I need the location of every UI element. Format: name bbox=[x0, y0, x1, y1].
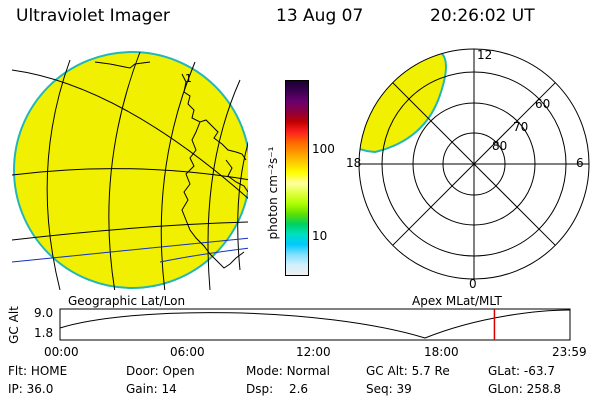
status-gain: Gain: 14 bbox=[126, 382, 177, 396]
altitude-xtick-1: 06:00 bbox=[170, 345, 205, 359]
altitude-xtick-2: 12:00 bbox=[296, 345, 331, 359]
status-mode-value: Normal bbox=[286, 364, 330, 378]
latitude-line-blue bbox=[11, 237, 248, 263]
mlt-label-18: 18 bbox=[346, 156, 362, 170]
status-gcalt-value: 5.7 Re bbox=[411, 364, 450, 378]
status-seq: Seq: 39 bbox=[366, 382, 412, 396]
coastline bbox=[181, 121, 245, 269]
altitude-ylabel: GC Alt bbox=[7, 306, 21, 344]
mlt-label-12: 12 bbox=[477, 48, 493, 62]
status-door-value: Open bbox=[162, 364, 195, 378]
image-time: 20:26:02 UT bbox=[430, 6, 535, 26]
geographic-caption: Geographic Lat/Lon bbox=[68, 294, 186, 308]
status-flt: Flt: HOME bbox=[8, 364, 68, 378]
meridian-line bbox=[237, 141, 248, 271]
meridian-line bbox=[46, 59, 71, 290]
altitude-plot-frame bbox=[59, 308, 571, 341]
status-seq-value: 39 bbox=[396, 382, 412, 396]
status-ip-value: 36.0 bbox=[26, 382, 54, 396]
colorbar-tick-10: 10 bbox=[312, 229, 328, 243]
status-mode: Mode: Normal bbox=[246, 364, 330, 378]
altitude-ytick-low: 1.8 bbox=[34, 326, 54, 340]
altitude-xtick-3: 18:00 bbox=[424, 345, 459, 359]
latitude-line bbox=[11, 221, 248, 241]
altitude-xtick-4: 23:59 bbox=[552, 345, 587, 359]
altitude-curve bbox=[59, 309, 571, 339]
latitude-line bbox=[11, 168, 248, 181]
altitude-xtick-0: 00:00 bbox=[44, 345, 79, 359]
coastline bbox=[94, 61, 151, 69]
status-glat: GLat: -63.7 bbox=[488, 364, 555, 378]
status-glat-value: -63.7 bbox=[523, 364, 555, 378]
status-dsp: Dsp: 2.6 bbox=[246, 382, 309, 396]
apex-caption: Apex MLat/MLT bbox=[412, 294, 502, 308]
instrument-title: Ultraviolet Imager bbox=[16, 6, 170, 26]
colorbar-tick-100: 100 bbox=[312, 142, 335, 156]
mlat-label-60: 60 bbox=[535, 97, 551, 111]
meridian-line bbox=[207, 79, 241, 290]
coastline bbox=[181, 73, 247, 161]
status-glon-value: 258.8 bbox=[526, 382, 561, 396]
status-gain-value: 14 bbox=[161, 382, 177, 396]
altitude-ytick-high: 9.0 bbox=[34, 306, 54, 320]
mlt-label-0: 0 bbox=[469, 277, 477, 291]
status-ip: IP: 36.0 bbox=[8, 382, 54, 396]
mlt-label-6: 6 bbox=[576, 156, 584, 170]
colorbar bbox=[285, 80, 309, 276]
latitude-line bbox=[11, 69, 248, 199]
meridian-tick-label: 1 bbox=[185, 72, 192, 85]
mlat-label-70: 70 bbox=[513, 120, 529, 134]
polar-meridian bbox=[392, 82, 556, 246]
status-gcalt: GC Alt: 5.7 Re bbox=[366, 364, 450, 378]
status-flt-value: HOME bbox=[30, 364, 68, 378]
latitude-line-blue bbox=[159, 247, 248, 263]
status-door: Door: Open bbox=[126, 364, 195, 378]
meridian-line bbox=[108, 51, 141, 290]
image-date: 13 Aug 07 bbox=[276, 6, 364, 26]
status-dsp-value: 2.6 bbox=[288, 382, 309, 396]
coastline bbox=[225, 159, 248, 193]
mlat-label-80: 80 bbox=[492, 139, 508, 153]
status-glon: GLon: 258.8 bbox=[488, 382, 561, 396]
